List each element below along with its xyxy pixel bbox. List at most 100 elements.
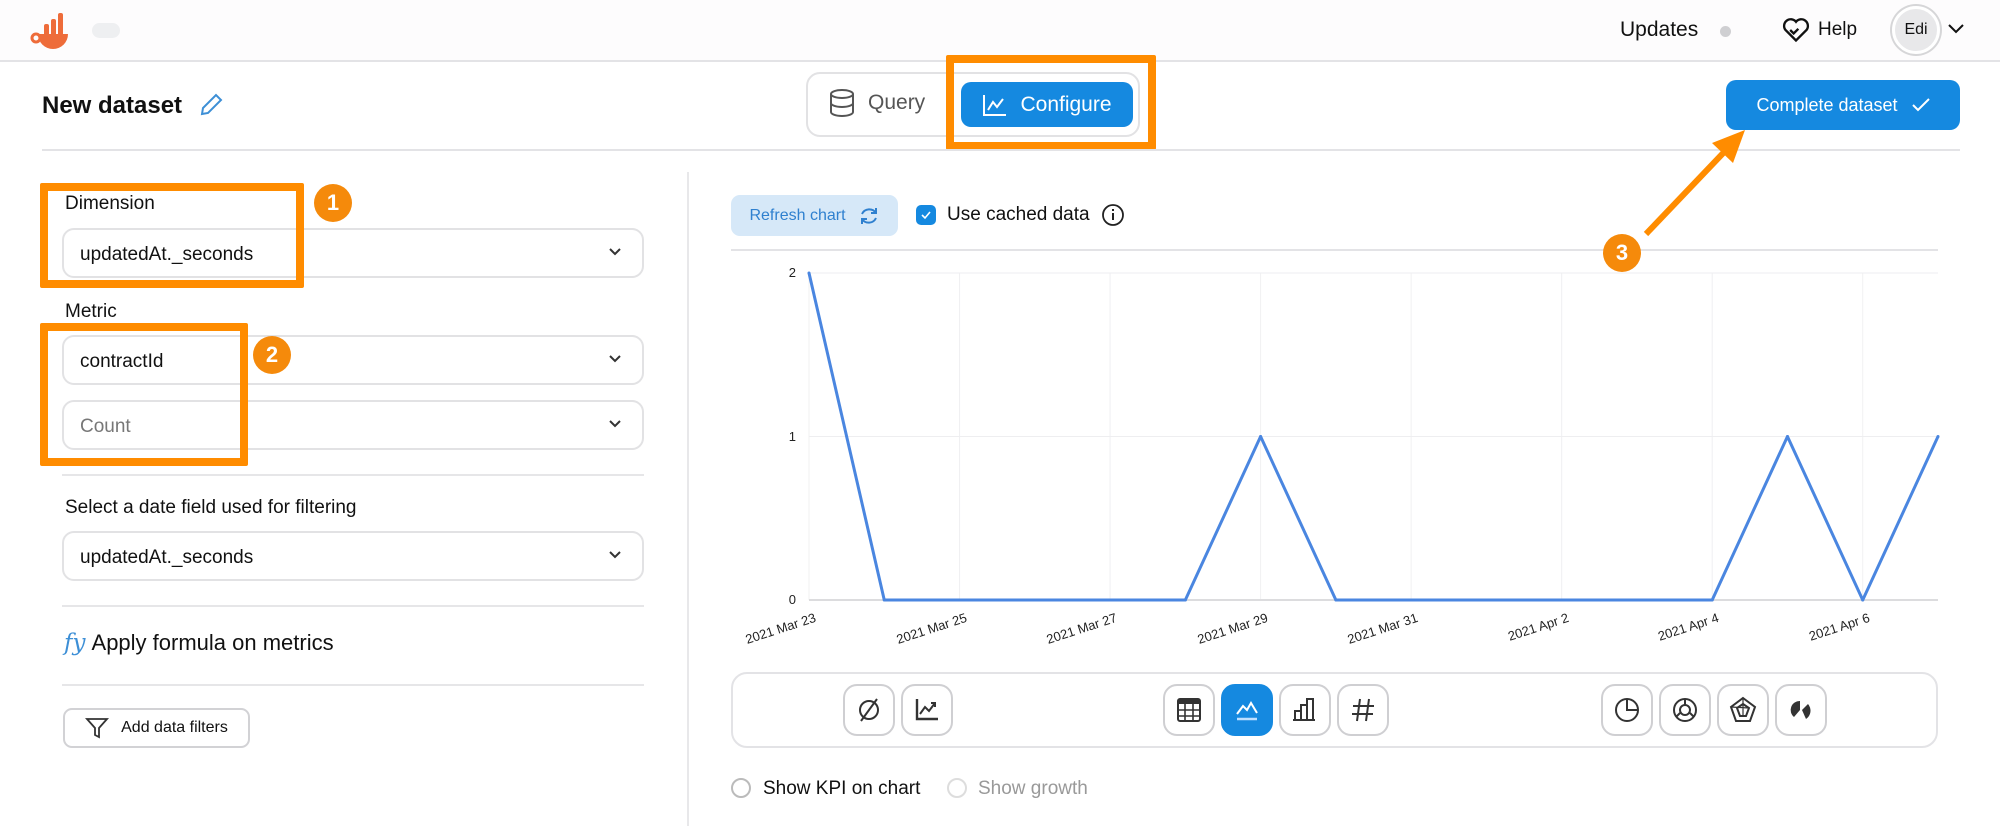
chevron-down-icon (609, 355, 621, 363)
apply-formula-label: Apply formula on metrics (91, 630, 334, 655)
chart-type-table[interactable] (1163, 684, 1215, 736)
y-tick-label: 2 (788, 265, 796, 280)
data-point (1334, 598, 1338, 602)
dimension-value: updatedAt._seconds (80, 244, 254, 265)
chart-type-line[interactable] (1221, 684, 1273, 736)
chevron-down-icon (609, 551, 621, 559)
show-growth-checkbox[interactable] (947, 778, 967, 798)
section-divider (62, 474, 644, 476)
show-kpi-checkbox[interactable] (731, 778, 751, 798)
use-cached-checkbox[interactable] (916, 205, 936, 225)
x-tick-label: 2021 Mar 29 (1195, 610, 1270, 647)
data-point (958, 598, 962, 602)
chart-type-polar[interactable] (1775, 684, 1827, 736)
step-badge-3: 3 (1603, 234, 1641, 272)
tab-query[interactable]: Query (828, 88, 925, 118)
date-filter-label: Select a date field used for filtering (65, 497, 357, 518)
info-icon[interactable] (1101, 203, 1125, 227)
chart-type-radar[interactable] (1717, 684, 1769, 736)
data-point (1108, 598, 1112, 602)
data-point (1635, 598, 1639, 602)
chevron-down-icon (609, 248, 621, 256)
highlight-metric (40, 323, 248, 466)
add-data-filters-label: Add data filters (121, 719, 228, 736)
help-link[interactable]: Help (1818, 19, 1858, 40)
x-tick-label: 2021 Mar 23 (743, 610, 818, 647)
chart-type-toolbar (731, 672, 1938, 748)
updates-link[interactable]: Updates (1620, 18, 1699, 41)
doughnut-chart-icon (1673, 698, 1697, 722)
highlight-dimension (40, 183, 304, 288)
x-tick-label: 2021 Apr 4 (1656, 610, 1721, 644)
chevron-down-icon (609, 420, 621, 428)
x-tick-label: 2021 Apr 6 (1806, 610, 1872, 644)
data-point (882, 598, 886, 602)
logo-icon[interactable] (30, 12, 72, 52)
data-point (1785, 435, 1789, 438)
highlight-configure (946, 55, 1156, 150)
add-data-filters-button[interactable]: Add data filters (63, 708, 250, 748)
x-tick-label: 2021 Mar 25 (894, 610, 969, 647)
dimension-label: Dimension (65, 193, 155, 214)
check-icon (1911, 98, 1930, 112)
date-filter-value: updatedAt._seconds (80, 547, 254, 568)
x-tick-label: 2021 Mar 27 (1044, 610, 1119, 647)
complete-dataset-button[interactable]: Complete dataset (1726, 80, 1960, 130)
line-chart-icon (1236, 701, 1258, 721)
data-point (1183, 598, 1187, 602)
workspace-pill[interactable] (92, 23, 120, 38)
metric-label: Metric (65, 301, 117, 322)
filter-icon (85, 718, 110, 739)
show-growth-label: Show growth (978, 778, 1088, 799)
dimension-select[interactable]: updatedAt._seconds (62, 228, 644, 278)
chart-type-bar[interactable] (1279, 684, 1331, 736)
formula-icon: fy (64, 630, 86, 656)
refresh-icon (860, 207, 877, 224)
header-divider (42, 149, 1960, 151)
avatar[interactable]: Edi (1892, 6, 1940, 54)
pie-chart-icon (1615, 698, 1639, 722)
step-badge-1: 1 (314, 184, 352, 222)
y-tick-label: 1 (788, 428, 796, 444)
date-filter-select[interactable]: updatedAt._seconds (62, 531, 644, 581)
heart-help-icon (1782, 18, 1810, 43)
chart-type-none[interactable] (843, 684, 895, 736)
y-tick-label: 0 (788, 592, 796, 607)
bar-chart-icon (1293, 698, 1315, 721)
metric-select[interactable]: contractId (62, 335, 644, 385)
trend-chart-icon (915, 699, 938, 721)
aggregation-select[interactable]: Count (62, 400, 644, 450)
metric-value: contractId (80, 351, 164, 372)
hash-icon (1352, 698, 1374, 722)
data-point (807, 271, 811, 275)
data-point (1033, 598, 1037, 602)
section-divider (62, 605, 644, 607)
page-title: New dataset (42, 92, 183, 119)
x-tick-label: 2021 Mar 31 (1345, 610, 1420, 647)
refresh-chart-label: Refresh chart (749, 206, 846, 224)
data-point (1259, 435, 1263, 438)
data-point (1560, 598, 1564, 602)
aggregation-placeholder: Count (80, 416, 131, 437)
chart-type-kpi-trend[interactable] (901, 684, 953, 736)
pencil-icon[interactable] (198, 92, 224, 118)
database-icon (830, 89, 854, 117)
tab-configure[interactable]: Configure (961, 82, 1133, 127)
refresh-chart-button[interactable]: Refresh chart (731, 195, 898, 236)
updates-dot (1720, 26, 1731, 37)
tab-configure-label: Configure (1020, 92, 1112, 116)
chart-type-doughnut[interactable] (1659, 684, 1711, 736)
toolbar-divider (731, 249, 1938, 251)
tab-query-label: Query (868, 91, 926, 114)
top-bar: Updates Help Edi (0, 0, 2000, 62)
apply-formula-toggle[interactable]: fy Apply formula on metrics (64, 630, 334, 656)
radar-chart-icon (1729, 696, 1757, 722)
data-point (1936, 435, 1940, 438)
data-point (1484, 598, 1488, 602)
use-cached-label: Use cached data (947, 204, 1090, 225)
line-chart-icon (983, 94, 1007, 116)
data-point (1710, 598, 1714, 602)
chart-type-pie[interactable] (1601, 684, 1653, 736)
chart-type-number[interactable] (1337, 684, 1389, 736)
chevron-down-icon[interactable] (1947, 22, 1965, 36)
